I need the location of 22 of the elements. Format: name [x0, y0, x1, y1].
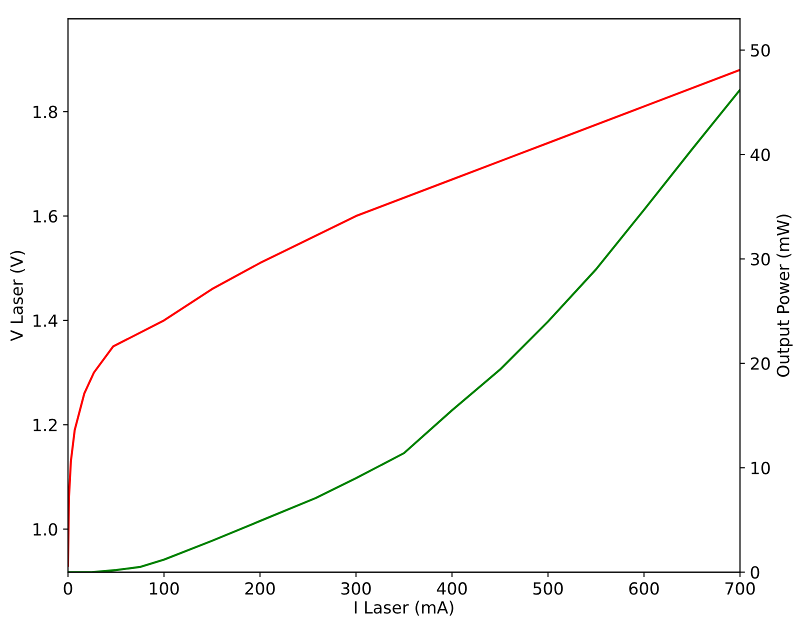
x-tick-label: 600: [629, 582, 659, 595]
y-axis-title: V Laser (V): [10, 251, 25, 342]
y2-tick-label: 0: [750, 566, 760, 579]
x-tick-label: 400: [436, 582, 467, 595]
y-tick-label: 1.0: [34, 523, 58, 536]
y-tick-label: 1.8: [34, 106, 58, 118]
y-tick-label: 1.2: [34, 418, 57, 432]
x-tick-label: 700: [725, 582, 755, 595]
x-tick-label: 500: [533, 582, 563, 595]
y2-tick-label: 40: [750, 148, 770, 162]
y2-tick-label: 50: [751, 44, 770, 57]
y2-tick-label: 10: [752, 462, 770, 474]
y2-tick-label: 30: [750, 252, 770, 266]
x-tick-label: 300: [341, 582, 371, 595]
y2-tick-label: 20: [750, 357, 770, 370]
x-tick-label: 200: [245, 582, 275, 595]
y2-axis-title: Output Power (mW): [776, 214, 793, 377]
x-tick-label: 0: [64, 582, 72, 595]
x-tick-label: 100: [150, 582, 179, 595]
y-tick-label: 1.4: [34, 314, 58, 327]
y-tick-label: 1.6: [34, 210, 58, 223]
x-axis-title: I Laser (mA): [354, 600, 454, 616]
